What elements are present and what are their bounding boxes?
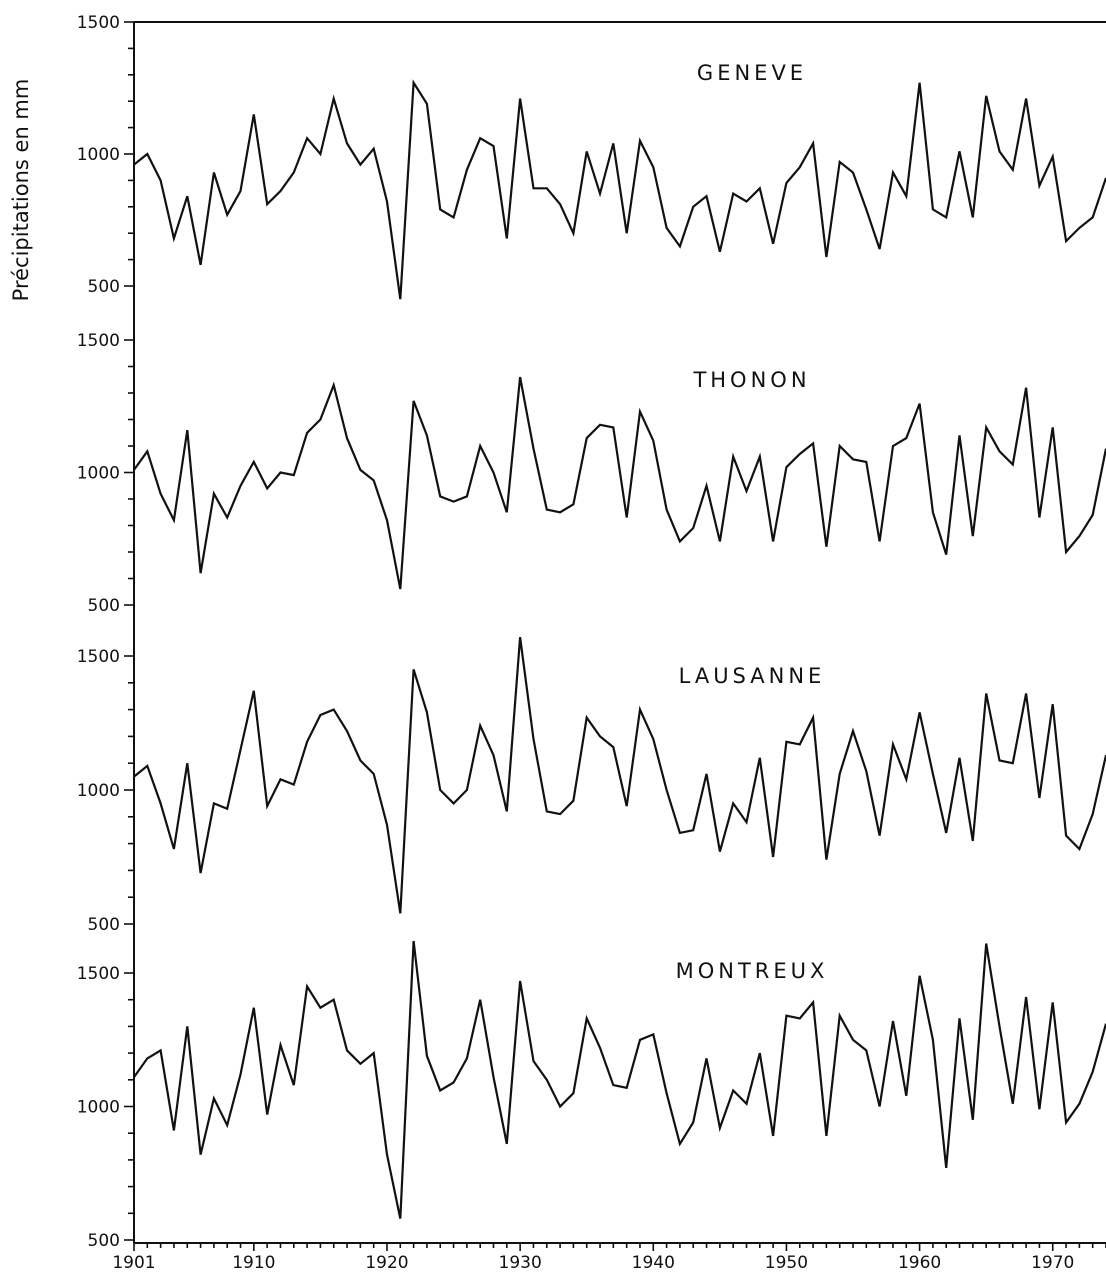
x-axis-ticks: 1901 1910 1920 1930 1940 1950 1960 1970 (112, 1243, 1106, 1273)
y-tick-label: 500 (88, 1231, 120, 1251)
x-tick-label: 1930 (499, 1253, 542, 1273)
y-tick-label: 1000 (77, 145, 120, 165)
panel-title: GENEVE (697, 61, 807, 85)
x-tick-label: 1940 (632, 1253, 675, 1273)
x-tick-label: 1910 (232, 1253, 275, 1273)
y-tick-label: 1500 (77, 647, 120, 667)
series-line-geneve (133, 79, 1106, 300)
panel-title: MONTREUX (676, 959, 829, 983)
panel-title: LAUSANNE (679, 664, 826, 688)
y-tick-label: 1000 (77, 1098, 120, 1118)
panel-thonon: 500 1000 1500 THONON (77, 331, 1106, 616)
y-tick-label: 1000 (77, 464, 120, 484)
x-tick-label: 1901 (112, 1253, 155, 1273)
y-tick-label: 1500 (77, 964, 120, 984)
x-tick-label: 1920 (365, 1253, 408, 1273)
x-tick-label: 1970 (1031, 1253, 1074, 1273)
panel-geneve: 500 1000 1500 GENEVE (77, 13, 1106, 300)
x-tick-label: 1960 (898, 1253, 941, 1273)
panel-lausanne: 500 1000 1500 LAUSANNE (77, 637, 1106, 935)
y-axis-label: Précipitations en mm (9, 79, 33, 302)
y-tick-label: 1500 (77, 13, 120, 33)
panel-title: THONON (692, 368, 810, 392)
y-tick-label: 1000 (77, 781, 120, 801)
series-line-montreux (133, 940, 1106, 1219)
chart-panels: 500 1000 1500 GENEVE 500 1000 1500 THONON 500 100… (77, 13, 1106, 1251)
x-tick-label: 1950 (765, 1253, 808, 1273)
panel-montreux: 500 1000 1500 MONTREUX (77, 940, 1106, 1251)
y-tick-label: 1500 (77, 331, 120, 351)
series-line-thonon (133, 376, 1106, 590)
y-tick-label: 500 (88, 915, 120, 935)
y-tick-label: 500 (88, 277, 120, 297)
series-line-lausanne (133, 637, 1106, 914)
y-tick-label: 500 (88, 596, 120, 616)
